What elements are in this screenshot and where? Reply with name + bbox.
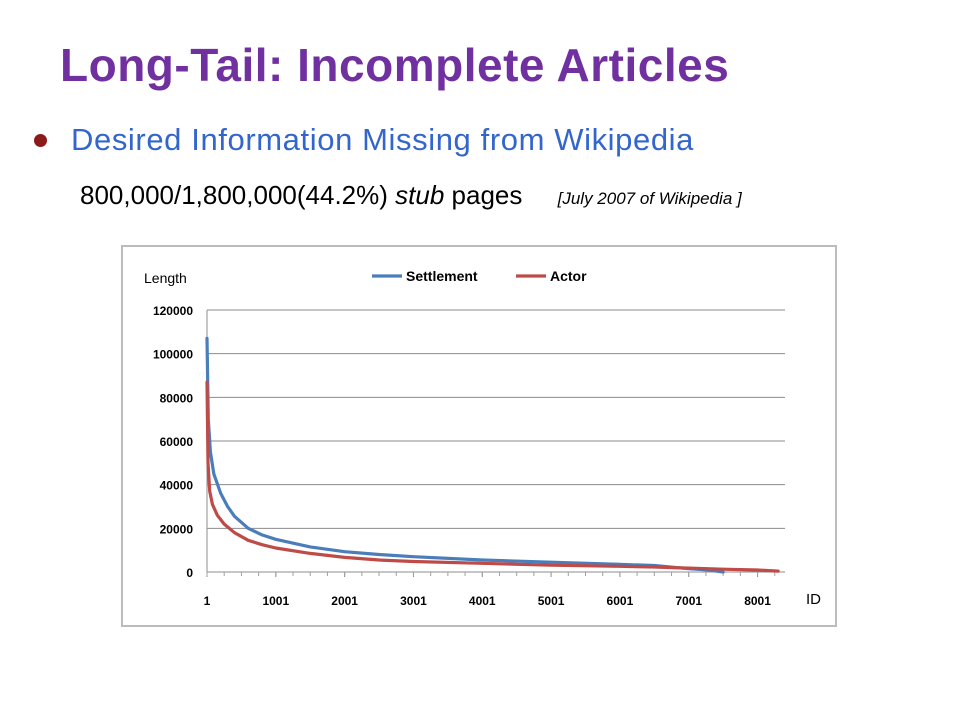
axes: 0 20000 40000 60000 80000 100000 120000 1 1001 20…	[153, 304, 785, 608]
pages-word: pages	[451, 180, 523, 210]
y-tick-label: 60000	[160, 435, 194, 449]
slide-title: Long-Tail: Incomplete Articles	[60, 39, 730, 91]
y-tick-label: 80000	[160, 391, 194, 405]
y-axis-label: Length	[144, 270, 187, 286]
series-lines	[205, 336, 780, 574]
series-line-actor	[205, 380, 780, 573]
series-line-settlement	[205, 336, 725, 574]
bullet-dot-icon	[34, 133, 47, 147]
bullet-text: Desired Information Missing from Wikiped…	[71, 122, 695, 157]
bullet-item: Desired Information Missing from Wikiped…	[34, 122, 694, 158]
x-tick-label: 5001	[538, 594, 565, 608]
stub-statistic: 800,000/1,800,000(44.2%) stub pages [Jul…	[80, 180, 742, 211]
y-tick-label: 0	[186, 566, 193, 580]
date-note: [July 2007 of Wikipedia ]	[557, 189, 742, 208]
grid-lines	[207, 309, 785, 529]
stub-ratio: 800,000/1,800,000(44.2%)	[80, 180, 388, 210]
x-tick-label: 3001	[400, 594, 427, 608]
y-tick-label: 100000	[153, 348, 193, 362]
y-tick-label: 120000	[153, 304, 193, 318]
stub-word: stub	[395, 180, 445, 210]
y-tick-label: 20000	[160, 522, 194, 536]
y-tick-label: 40000	[160, 479, 194, 493]
x-tick-label: 4001	[469, 594, 496, 608]
x-tick-label: 2001	[331, 594, 358, 608]
x-tick-label: 1	[204, 594, 211, 608]
x-tick-label: 7001	[675, 594, 702, 608]
legend: Settlement Actor	[372, 268, 587, 284]
legend-label-settlement: Settlement	[406, 268, 478, 284]
legend-label-actor: Actor	[550, 268, 587, 284]
x-tick-label: 6001	[607, 594, 634, 608]
x-tick-label: 8001	[744, 594, 771, 608]
x-tick-label: 1001	[262, 594, 289, 608]
x-axis-label: ID	[806, 591, 821, 608]
